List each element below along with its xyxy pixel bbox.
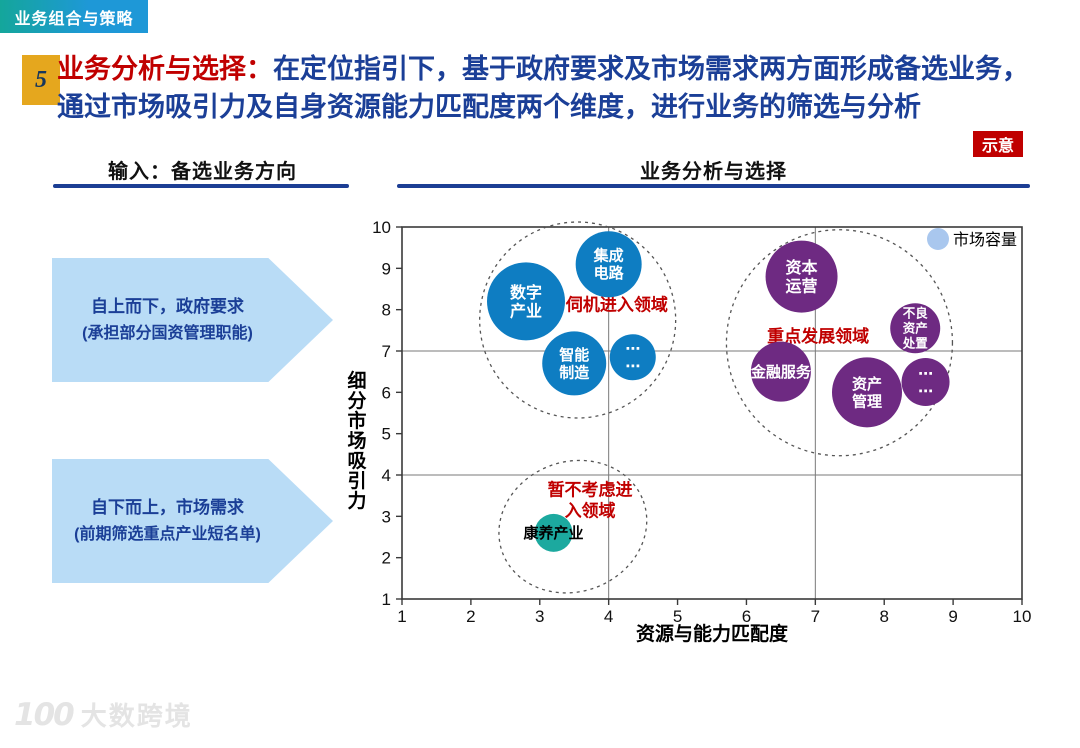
x-axis-title: 资源与能力匹配度 bbox=[636, 622, 789, 645]
y-axis-title: 细分市场吸引力 bbox=[347, 369, 367, 512]
arrow1-line1: 自上而下，政府要求 bbox=[91, 297, 244, 316]
x-tick-label-8: 8 bbox=[879, 607, 888, 626]
arrow-top-down-government: 自上而下，政府要求 (承担部分国资管理职能) bbox=[52, 258, 333, 382]
bubble-health-care-industry bbox=[534, 513, 573, 552]
bubble-label-digital-industry: 数字产业 bbox=[510, 283, 542, 321]
x-tick-label-9: 9 bbox=[948, 607, 957, 626]
zone-label-opportunistic-entry: 伺机进入领域 bbox=[565, 295, 668, 315]
zone-key-development bbox=[725, 229, 954, 457]
watermark: 100 大数跨境 bbox=[14, 696, 193, 733]
bubble-financial-services bbox=[750, 341, 811, 402]
y-tick-label-10: 10 bbox=[372, 218, 391, 237]
bubble-label-financial-services: 金融服务 bbox=[750, 363, 812, 381]
x-tick-label-6: 6 bbox=[742, 607, 751, 626]
bubble-others-blue bbox=[609, 334, 656, 381]
y-tick-label-4: 4 bbox=[382, 466, 391, 485]
y-tick-label-9: 9 bbox=[382, 259, 391, 278]
bubble-label-smart-manufacturing: 智能制造 bbox=[559, 346, 589, 382]
y-tick-label-3: 3 bbox=[382, 507, 391, 526]
chart-panel-underline bbox=[397, 184, 1030, 188]
x-tick-label-1: 1 bbox=[397, 607, 406, 626]
x-tick-label-7: 7 bbox=[811, 607, 820, 626]
bubble-label-asset-management: 资产管理 bbox=[852, 375, 882, 411]
bubble-capital-operations bbox=[765, 240, 838, 313]
watermark-logo: 100 bbox=[14, 696, 75, 733]
section-tab-label: 业务组合与策略 bbox=[14, 10, 134, 28]
input-panel-header: 输入：备选业务方向 bbox=[108, 161, 297, 183]
x-tick-label-2: 2 bbox=[466, 607, 475, 626]
arrow-bottom-up-market: 自下而上，市场需求 (前期筛选重点产业短名单) bbox=[52, 459, 333, 583]
y-tick-label-5: 5 bbox=[382, 425, 391, 444]
slide-number: 5 bbox=[35, 66, 47, 93]
y-tick-label-8: 8 bbox=[382, 301, 391, 320]
slide-title-line2: 通过市场吸引力及自身资源能力匹配度两个维度，进行业务的筛选与分析 bbox=[57, 92, 921, 122]
bubble-label-integrated-circuits: 集成电路 bbox=[593, 247, 625, 283]
bubble-chart: 1 2 3 4 5 6 7 8 9 10 1 2 3 4 5 6 7 8 9 10 资源与能力匹配度 细分市场吸引力 伺机进… bbox=[347, 218, 1032, 645]
x-tick-label-4: 4 bbox=[604, 607, 613, 626]
schematic-badge: 示意 bbox=[973, 131, 1023, 157]
zone-label-not-considered-yet: 暂不考虑进入领域 bbox=[548, 480, 633, 521]
bubble-label-capital-operations: 资本运营 bbox=[786, 258, 818, 296]
y-tick-label-2: 2 bbox=[382, 549, 391, 568]
plot-border bbox=[401, 226, 1023, 600]
bubble-smart-manufacturing bbox=[542, 331, 607, 396]
bubble-digital-industry bbox=[487, 262, 565, 341]
y-tick-label-6: 6 bbox=[382, 383, 391, 402]
arrow1-line2: (承担部分国资管理职能) bbox=[82, 325, 253, 342]
bubble-label-others-blue: ⋯ ⋯ bbox=[625, 341, 640, 376]
arrow2-line2: (前期筛选重点产业短名单) bbox=[74, 526, 261, 543]
input-panel-underline bbox=[53, 184, 349, 188]
legend-bubble-icon bbox=[927, 228, 949, 250]
slide-number-box: 5 bbox=[22, 55, 60, 105]
bubble-asset-management bbox=[832, 357, 902, 428]
x-tick-label-3: 3 bbox=[535, 607, 544, 626]
chart-panel-header: 业务分析与选择 bbox=[640, 161, 787, 183]
schematic-badge-label: 示意 bbox=[981, 138, 1014, 155]
bubble-distressed-asset-disposal bbox=[890, 303, 941, 354]
arrow2-line1: 自下而上，市场需求 bbox=[91, 498, 244, 517]
y-tick-label-7: 7 bbox=[382, 342, 391, 361]
zone-label-key-development: 重点发展领域 bbox=[767, 326, 869, 346]
bubble-integrated-circuits bbox=[575, 231, 642, 298]
slide-title-line1: 在定位指引下，基于政府要求及市场需求两方面形成备选业务， bbox=[273, 54, 1029, 84]
legend-label: 市场容量 bbox=[953, 231, 1017, 249]
bubble-others-purple bbox=[901, 358, 950, 406]
bubble-label-others-purple: ⋯ ⋯ bbox=[918, 366, 933, 401]
x-tick-label-5: 5 bbox=[673, 607, 682, 626]
slide-title-red: 业务分析与选择： bbox=[57, 54, 273, 84]
slide-title: 业务分析与选择：在定位指引下，基于政府要求及市场需求两方面形成备选业务， 通过市… bbox=[57, 50, 1067, 126]
section-tab: 业务组合与策略 bbox=[0, 0, 148, 33]
zone-not-considered-yet bbox=[498, 459, 648, 594]
bubble-label-health-care-industry: 康养产业 bbox=[524, 524, 584, 542]
bubble-label-distressed-asset-disposal: 不良资产处置 bbox=[902, 306, 929, 351]
zone-opportunistic-entry bbox=[479, 221, 677, 419]
x-tick-label-10: 10 bbox=[1013, 607, 1032, 626]
watermark-text: 大数跨境 bbox=[80, 701, 193, 731]
y-tick-label-1: 1 bbox=[382, 590, 391, 609]
